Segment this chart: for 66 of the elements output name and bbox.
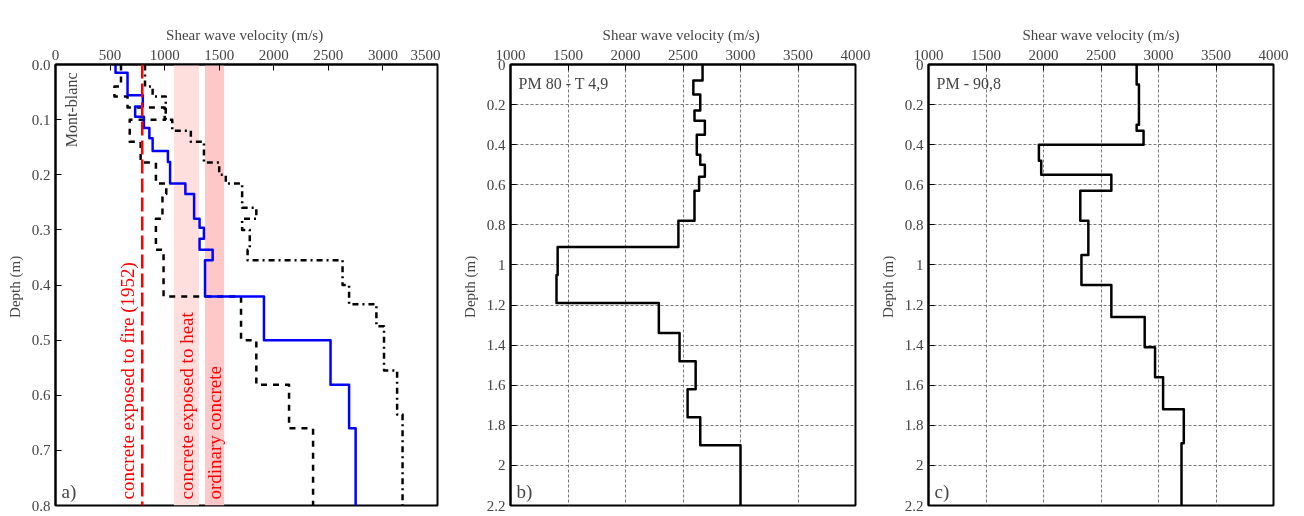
y-tick-label: 0.2 xyxy=(31,166,51,183)
y-tick-label: 1 xyxy=(498,256,506,273)
x-tick-label: 2500 xyxy=(313,46,344,63)
annotation: PM - 90,8 xyxy=(936,74,1001,92)
x-tick-label: 1000 xyxy=(149,46,180,63)
y-tick-label: 0.6 xyxy=(904,176,924,193)
annotation: c) xyxy=(934,480,950,503)
x-tick-label: 3500 xyxy=(783,46,813,63)
y-tick-label: 1.6 xyxy=(904,377,924,394)
y-tick-label: 0.4 xyxy=(904,136,924,153)
x-tick-label: 2500 xyxy=(1086,46,1116,63)
y-tick-label: 0.3 xyxy=(31,221,51,238)
x-tick-label: 2000 xyxy=(610,46,641,63)
y-axis-title: Depth (m) xyxy=(461,255,479,318)
y-tick-label: 0.1 xyxy=(31,111,51,128)
y-tick-label: 1 xyxy=(916,256,924,273)
y-tick-label: 0.8 xyxy=(486,216,506,233)
x-tick-label: 500 xyxy=(98,46,122,63)
y-tick-label: 2 xyxy=(916,457,924,474)
x-tick-label: 1500 xyxy=(204,46,235,63)
y-tick-label: 0.2 xyxy=(904,96,924,113)
y-tick-label: 1.8 xyxy=(904,417,924,434)
x-axis-title: Shear wave velocity (m/s) xyxy=(166,26,324,44)
annotation: b) xyxy=(516,480,533,503)
y-tick-label: 0.6 xyxy=(31,387,51,404)
y-tick-label: 2.2 xyxy=(486,497,506,514)
band-label: ordinary concrete xyxy=(204,366,226,500)
y-axis-title: Depth (m) xyxy=(6,255,24,318)
annotation: PM 80 - T 4,9 xyxy=(518,74,609,92)
x-tick-label: 2000 xyxy=(1028,46,1059,63)
y-tick-label: 1.8 xyxy=(486,417,506,434)
y-tick-label: 2.2 xyxy=(904,497,924,514)
ref-line-label: concrete exposed to fire (1952) xyxy=(117,262,140,500)
x-tick-label: 3500 xyxy=(410,46,441,63)
y-axis-title: Depth (m) xyxy=(879,255,897,318)
y-tick-label: 0.2 xyxy=(486,96,506,113)
x-tick-label: 2000 xyxy=(258,46,289,63)
y-tick-label: 0.0 xyxy=(31,56,51,73)
x-tick-label: 3000 xyxy=(367,46,398,63)
y-tick-label: 1.4 xyxy=(486,337,506,354)
y-tick-label: 1.4 xyxy=(904,337,924,354)
y-tick-label: 2 xyxy=(498,457,506,474)
x-tick-label: 3000 xyxy=(1143,46,1174,63)
y-tick-label: 0.7 xyxy=(31,442,51,459)
annotation: a) xyxy=(61,480,77,503)
annotation: Mont-blanc xyxy=(63,72,80,148)
x-tick-label: 1500 xyxy=(553,46,583,63)
y-tick-label: 0.8 xyxy=(31,497,51,514)
x-tick-label: 4000 xyxy=(1258,46,1289,63)
line-series xyxy=(114,64,357,506)
y-tick-label: 0.5 xyxy=(31,332,51,349)
y-tick-label: 0.4 xyxy=(486,136,506,153)
x-axis-title: Shear wave velocity (m/s) xyxy=(602,26,760,44)
x-tick-label: 1500 xyxy=(971,46,1001,63)
x-tick-label: 4000 xyxy=(840,46,871,63)
y-tick-label: 1.2 xyxy=(486,297,506,314)
x-tick-label: 3000 xyxy=(725,46,756,63)
x-tick-label: 3500 xyxy=(1201,46,1231,63)
x-axis-title: Shear wave velocity (m/s) xyxy=(1022,26,1180,44)
y-tick-label: 1.6 xyxy=(486,377,506,394)
y-tick-label: 1.2 xyxy=(904,297,924,314)
y-tick-label: 0.6 xyxy=(486,176,506,193)
x-tick-label: 2500 xyxy=(668,46,698,63)
y-tick-label: 0.8 xyxy=(904,216,924,233)
y-tick-label: 0.4 xyxy=(31,277,51,293)
band-label: concrete exposed to heat xyxy=(175,311,197,500)
